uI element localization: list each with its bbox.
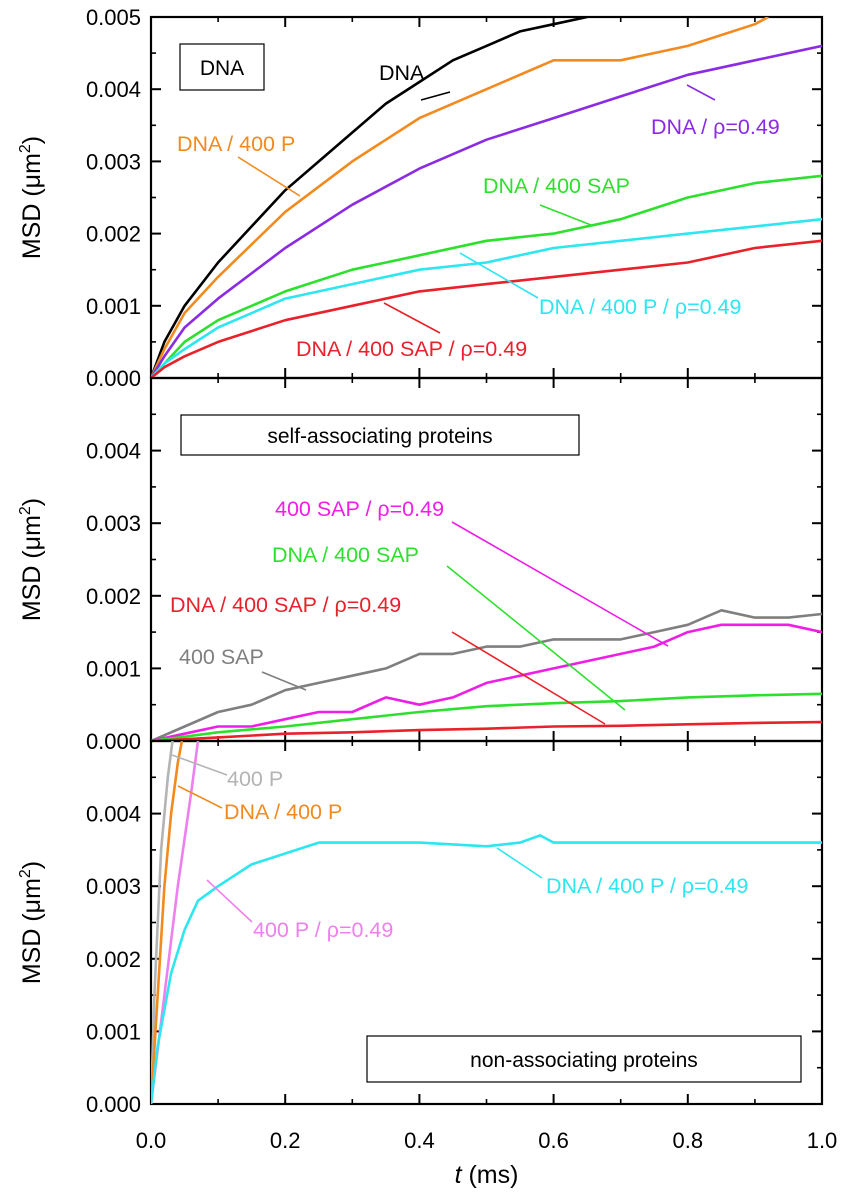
series-leader-line bbox=[451, 521, 669, 647]
series-line bbox=[151, 17, 588, 378]
series-leader-line bbox=[206, 879, 253, 923]
panel-bottom: 0.000 0.001 0.002 0.003 0.004 MSD (μm2) 400 P D… bbox=[17, 739, 824, 1117]
panel-top: 0.000 0.001 0.002 0.003 0.004 0.005 MSD (μm2) D… bbox=[17, 5, 824, 391]
x-tick-label: 1.0 bbox=[807, 1128, 838, 1153]
series-group bbox=[151, 609, 822, 741]
series-leader-line bbox=[171, 754, 228, 776]
series-leader-line bbox=[496, 847, 543, 879]
y-axis-label: MSD (μm2) bbox=[17, 498, 46, 621]
y-tick-label: 0.003 bbox=[86, 511, 141, 536]
series-label: 400 P bbox=[227, 767, 283, 791]
y-tick-label: 0.000 bbox=[86, 1092, 141, 1117]
y-tick-label: 0.000 bbox=[86, 366, 141, 391]
y-tick-label: 0.001 bbox=[86, 294, 141, 319]
y-tick-label: 0.004 bbox=[86, 77, 141, 102]
series-leader-line bbox=[459, 252, 539, 299]
x-tick-label: 0.2 bbox=[270, 1128, 301, 1153]
series-line bbox=[151, 623, 822, 741]
x-axis-label: t (ms) bbox=[455, 1161, 519, 1189]
series-label: 400 SAP / ρ=0.49 bbox=[275, 497, 444, 521]
y-tick-label: 0.003 bbox=[86, 149, 141, 174]
series-line bbox=[151, 217, 822, 378]
x-tick-label: 0.6 bbox=[538, 1128, 569, 1153]
series-label: DNA bbox=[379, 61, 425, 85]
series-line bbox=[151, 174, 822, 378]
x-axis: 0.0 0.2 0.4 0.6 0.8 1.0 t (ms) bbox=[136, 1128, 838, 1189]
y-tick-label: 0.005 bbox=[86, 5, 141, 30]
series-leader-line bbox=[237, 156, 301, 197]
series-label: DNA / 400 P / ρ=0.49 bbox=[546, 874, 748, 898]
series-line bbox=[151, 239, 822, 378]
y-axis-label: MSD (μm2) bbox=[17, 861, 46, 984]
series-label: 400 SAP bbox=[179, 645, 264, 669]
series-line bbox=[151, 17, 769, 378]
y-tick-label: 0.002 bbox=[86, 584, 141, 609]
series-leader-line bbox=[420, 91, 451, 101]
x-tick-label: 0.4 bbox=[404, 1128, 435, 1153]
panel-box-label: self-associating proteins bbox=[267, 425, 492, 448]
y-tick-label: 0.001 bbox=[86, 656, 141, 681]
panel-box bbox=[179, 43, 265, 91]
series-line bbox=[151, 741, 174, 1104]
series-line bbox=[151, 692, 822, 741]
series-line bbox=[151, 44, 822, 378]
y-tick-label: 0.004 bbox=[86, 802, 141, 827]
series-line bbox=[151, 741, 184, 1104]
series-line bbox=[151, 720, 822, 741]
series-label: DNA / 400 SAP / ρ=0.49 bbox=[296, 337, 527, 361]
series-leader-line bbox=[539, 204, 592, 226]
series-label: DNA / 400 P bbox=[177, 132, 295, 156]
series-label: DNA / 400 P / ρ=0.49 bbox=[539, 295, 741, 319]
series-label: 400 P / ρ=0.49 bbox=[253, 918, 393, 942]
chart-root: 0.000 0.001 0.002 0.003 0.004 0.005 MSD (μm2) D… bbox=[17, 5, 837, 1189]
panel-box-label: non-associating proteins bbox=[470, 1049, 698, 1072]
series-label: DNA / ρ=0.49 bbox=[651, 115, 780, 139]
series-line bbox=[151, 834, 822, 1104]
series-leader-line bbox=[383, 302, 441, 334]
panel-box bbox=[180, 414, 580, 456]
series-group bbox=[151, 17, 822, 378]
y-tick-label: 0.001 bbox=[86, 1019, 141, 1044]
y-tick-label: 0.004 bbox=[86, 439, 141, 464]
series-line bbox=[151, 609, 822, 741]
series-leader-line bbox=[686, 84, 716, 101]
series-leader-line bbox=[446, 565, 626, 711]
panel-box-label: DNA bbox=[200, 57, 244, 80]
series-label: DNA / 400 SAP / ρ=0.49 bbox=[170, 593, 401, 617]
panel-box bbox=[366, 1035, 802, 1083]
series-label: DNA / 400 P bbox=[224, 800, 342, 824]
panel-middle: 0.000 0.001 0.002 0.003 0.004 MSD (μm2) 400 SA… bbox=[17, 376, 824, 754]
y-tick-label: 0.003 bbox=[86, 874, 141, 899]
y-tick-label: 0.000 bbox=[86, 729, 141, 754]
y-axis-label: MSD (μm2) bbox=[17, 136, 46, 259]
series-leader-line bbox=[261, 671, 307, 691]
series-label: DNA / 400 SAP bbox=[483, 174, 630, 198]
y-tick-label: 0.002 bbox=[86, 222, 141, 247]
series-leader-line bbox=[451, 631, 606, 725]
series-label: DNA / 400 SAP bbox=[272, 543, 419, 567]
series-leader-line bbox=[177, 785, 223, 809]
x-tick-label: 0.8 bbox=[673, 1128, 704, 1153]
x-tick-label: 0.0 bbox=[136, 1128, 167, 1153]
y-tick-label: 0.002 bbox=[86, 947, 141, 972]
series-group bbox=[151, 741, 822, 1104]
